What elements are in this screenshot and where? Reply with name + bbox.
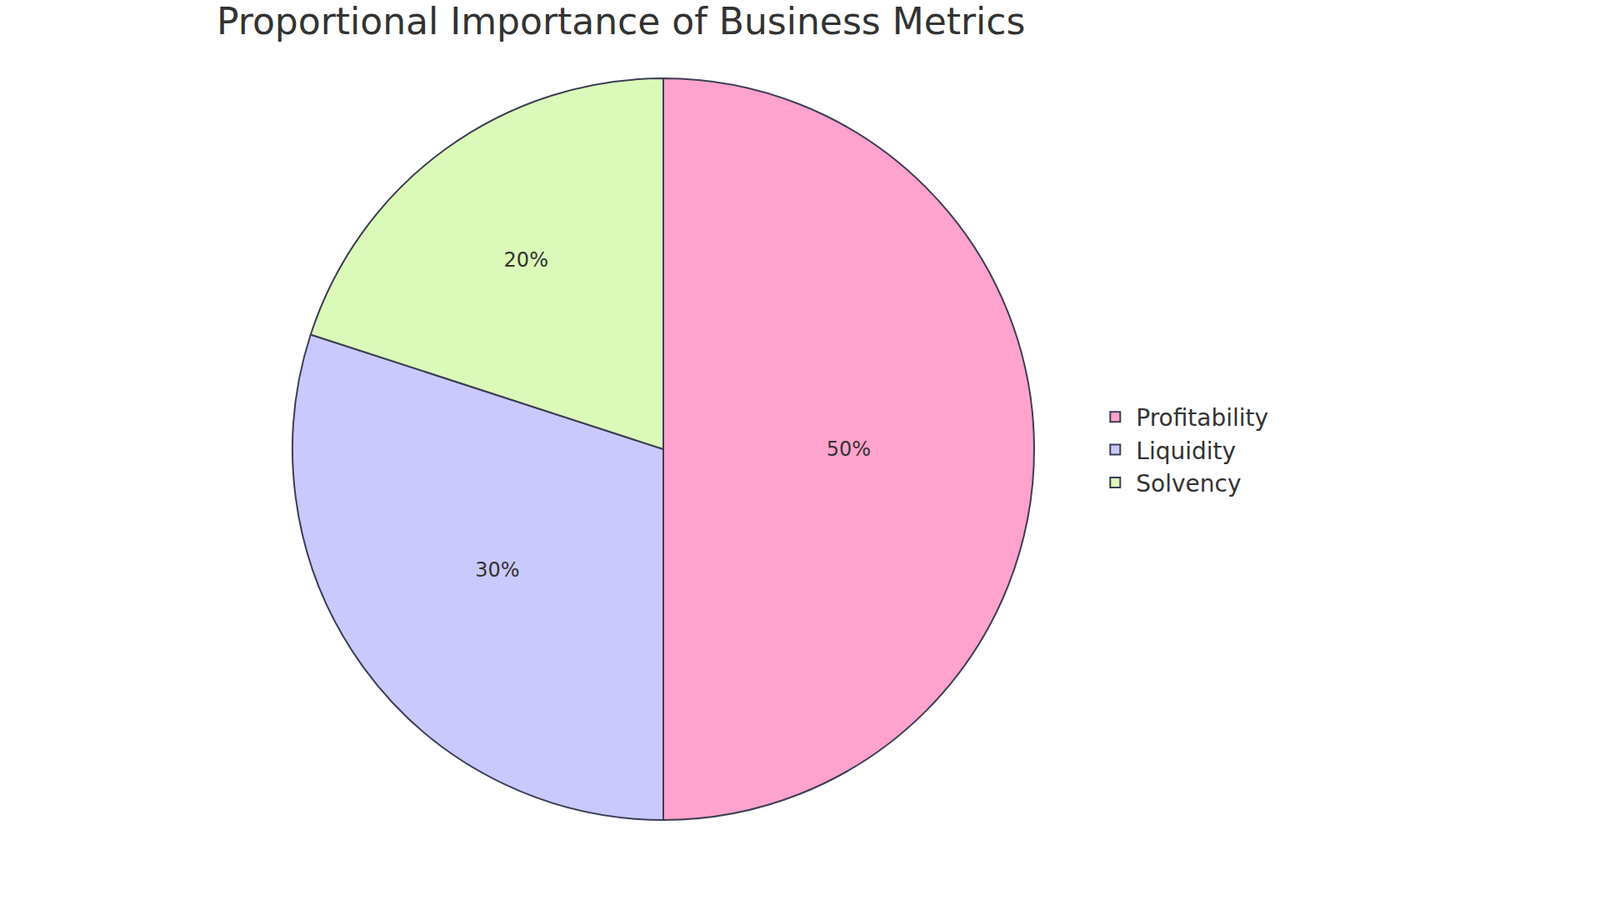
svg-text:30%: 30%	[475, 558, 520, 582]
svg-text:Solvency: Solvency	[1135, 470, 1241, 498]
svg-text:Proportional Importance of Bus: Proportional Importance of Business Metr…	[216, 0, 1025, 43]
svg-text:Liquidity: Liquidity	[1135, 437, 1236, 465]
svg-text:50%: 50%	[826, 437, 871, 461]
svg-text:20%: 20%	[504, 248, 549, 272]
svg-text:Profitability: Profitability	[1135, 404, 1269, 432]
